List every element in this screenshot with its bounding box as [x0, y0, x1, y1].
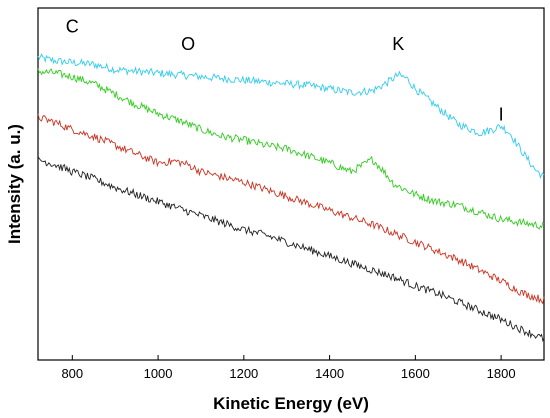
- x-tick-label: 1000: [144, 366, 173, 381]
- x-tick-label: 1200: [229, 366, 258, 381]
- peak-label-o: O: [181, 34, 195, 54]
- series-line-1: [37, 53, 545, 180]
- series-layer: [37, 53, 545, 343]
- x-tick-label: 1400: [315, 366, 344, 381]
- series-line-3: [37, 113, 545, 305]
- peak-label-c: C: [66, 17, 79, 37]
- plot-frame: [37, 7, 545, 361]
- y-axis-title: Intensity (a. u.): [5, 124, 24, 244]
- x-tick-label: 1600: [401, 366, 430, 381]
- x-tick-label: 800: [61, 366, 83, 381]
- peak-annotations: C O K I: [66, 17, 504, 125]
- series-line-2: [37, 68, 545, 230]
- x-axis-title: Kinetic Energy (eV): [213, 394, 369, 413]
- series-line-4: [37, 156, 545, 343]
- x-tick-label: 1800: [487, 366, 516, 381]
- peak-label-k: K: [392, 34, 404, 54]
- x-axis-ticks: 800 1000 1200 1400 1600 1800: [61, 355, 516, 381]
- peak-label-i: I: [499, 105, 504, 125]
